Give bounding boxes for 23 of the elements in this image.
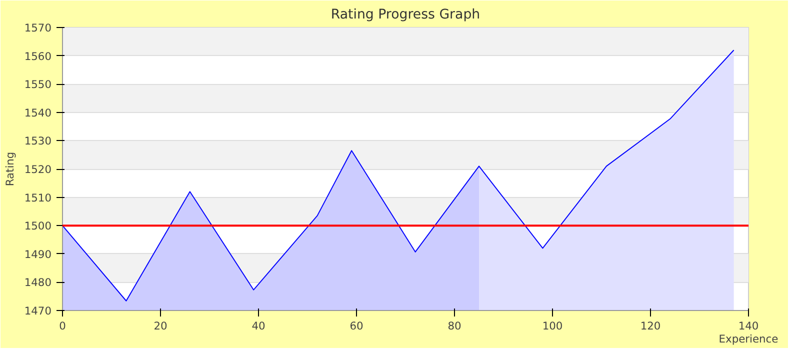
x-tick-label: 40	[252, 320, 266, 332]
x-axis-title: Experience	[718, 332, 778, 346]
y-tick-label: 1570	[24, 22, 52, 34]
x-tick-label: 120	[640, 320, 661, 332]
chart-title: Rating Progress Graph	[330, 8, 480, 22]
x-tick-label: 60	[350, 320, 364, 332]
y-tick-label: 1520	[24, 163, 52, 176]
x-tick-label: 0	[59, 320, 66, 332]
y-tick-label: 1550	[24, 78, 52, 92]
y-tick-label: 1540	[24, 106, 52, 120]
y-tick-label: 1500	[24, 220, 52, 233]
y-tick-label: 1560	[24, 50, 52, 63]
x-tick-label: 140	[738, 320, 759, 332]
line-series	[62, 50, 734, 302]
y-tick-label: 1490	[24, 248, 52, 261]
y-tick-label: 1470	[24, 304, 52, 318]
y-tick-label: 1510	[24, 191, 52, 204]
y-tick-label: 1480	[24, 276, 52, 290]
x-tick-label: 20	[154, 320, 168, 332]
y-tick-label: 1530	[24, 134, 52, 148]
y-axis-title: Rating	[3, 152, 16, 186]
x-tick-label: 100	[542, 320, 563, 332]
x-tick-label: 80	[448, 320, 462, 332]
